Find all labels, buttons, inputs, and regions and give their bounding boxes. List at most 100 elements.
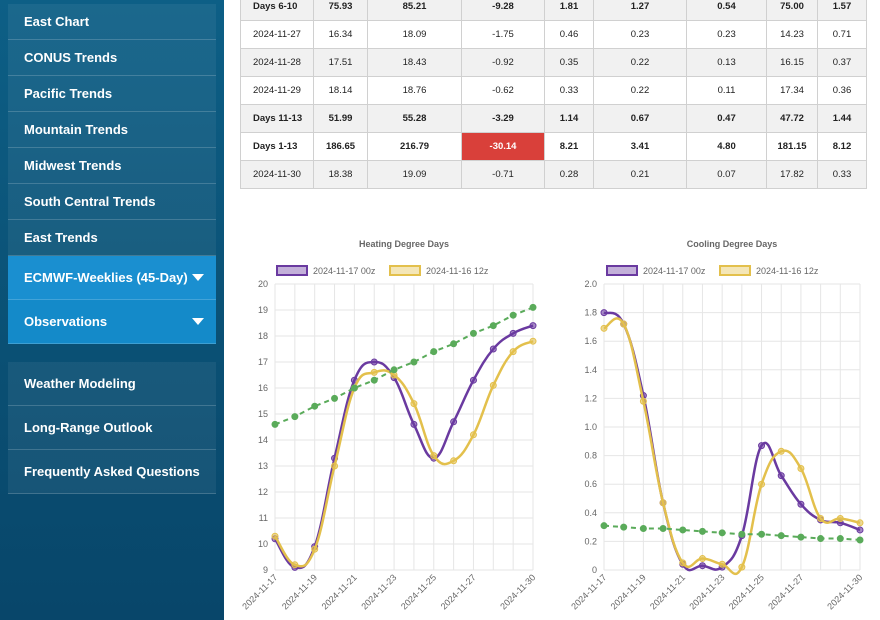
sidebar-item-conus-trends[interactable]: CONUS Trends [8, 40, 216, 76]
data-point [370, 368, 378, 376]
x-tick-label: 2024-11-19 [280, 572, 319, 611]
sidebar-item-label: Midwest Trends [24, 158, 122, 173]
nav-group-resources: Weather Modeling Long-Range Outlook Freq… [8, 362, 216, 494]
y-tick-label: 1.2 [584, 393, 597, 403]
data-point [718, 560, 726, 568]
heating-degree-days-chart: Heating Degree Days 2024-11-17 00z 2024-11… [240, 239, 537, 611]
series-line [603, 317, 861, 575]
table-cell: 0.22 [593, 76, 687, 105]
legend-label: 2024-11-16 12z [756, 266, 819, 276]
sidebar-item-east-chart[interactable]: East Chart [8, 4, 216, 40]
data-point [777, 447, 785, 455]
table-cell: 1.27 [593, 0, 687, 21]
main-content: Days 6-10 75.93 85.21 -9.28 1.81 1.27 0.54 75.0… [224, 0, 880, 620]
sidebar-item-label: Long-Range Outlook [24, 420, 153, 435]
table-cell: 4.80 [686, 132, 767, 161]
data-point [836, 515, 844, 523]
table-cell: -0.62 [461, 76, 545, 105]
data-point [311, 545, 319, 553]
table-cell: -3.29 [461, 104, 545, 133]
data-point [698, 555, 706, 563]
table-cell: 1.81 [544, 0, 594, 21]
table-cell: 8.21 [544, 132, 594, 161]
sidebar-item-observations[interactable]: Observations [8, 300, 216, 344]
data-point [797, 464, 805, 472]
legend-label: 2024-11-17 00z [643, 266, 706, 276]
sidebar-item-weather-modeling[interactable]: Weather Modeling [8, 362, 216, 406]
table-cell: 18.76 [367, 76, 462, 105]
table-cell: 181.15 [766, 132, 818, 161]
data-point [817, 515, 825, 523]
table-cell: 0.71 [817, 20, 867, 49]
sidebar-item-label: Weather Modeling [24, 376, 136, 391]
sidebar-item-east-trends[interactable]: East Trends [8, 220, 216, 256]
x-tick-label: 2024-11-25 [399, 572, 438, 611]
y-tick-label: 2.0 [584, 279, 597, 289]
y-tick-label: 13 [258, 461, 268, 471]
x-tick-label: 2024-11-21 [320, 572, 359, 611]
data-point [350, 384, 358, 392]
table-cell: 0.47 [686, 104, 767, 133]
table-cell: 1.57 [817, 0, 867, 21]
table-cell: 186.65 [313, 132, 368, 161]
data-point [659, 525, 667, 533]
x-tick-label: 2024-11-30 [825, 572, 864, 611]
row-label-cell: 2024-11-30 [240, 160, 314, 189]
sidebar-item-ecmwf-weeklies[interactable]: ECMWF-Weeklies (45-Day) [8, 256, 216, 300]
table-cell: 0.35 [544, 48, 594, 77]
data-point [639, 397, 647, 405]
table-cell: 47.72 [766, 104, 818, 133]
data-point [509, 311, 517, 319]
row-label-cell: Days 6-10 [240, 0, 314, 21]
series-line [603, 524, 861, 541]
table-cell: 0.37 [817, 48, 867, 77]
data-point [469, 376, 477, 384]
sidebar-item-label: ECMWF-Weeklies (45-Day) [24, 270, 188, 285]
table-cell: 19.09 [367, 160, 462, 189]
legend-swatch [606, 265, 638, 276]
data-point [679, 559, 687, 567]
data-point [718, 529, 726, 537]
sidebar-item-label: South Central Trends [24, 194, 156, 209]
data-point [410, 420, 418, 428]
data-point [797, 500, 805, 508]
sidebar-item-pacific-trends[interactable]: Pacific Trends [8, 76, 216, 112]
sidebar-item-label: Pacific Trends [24, 86, 113, 101]
table-cell: 18.38 [313, 160, 368, 189]
table-cell: 0.23 [686, 20, 767, 49]
data-point [738, 563, 746, 571]
data-point [856, 536, 864, 544]
sidebar-item-mountain-trends[interactable]: Mountain Trends [8, 112, 216, 148]
series-line [273, 340, 534, 568]
sidebar-item-midwest-trends[interactable]: Midwest Trends [8, 148, 216, 184]
x-tick-label: 2024-11-27 [766, 572, 805, 611]
sidebar-item-long-range-outlook[interactable]: Long-Range Outlook [8, 406, 216, 450]
data-point [450, 457, 458, 465]
sidebar-item-south-central-trends[interactable]: South Central Trends [8, 184, 216, 220]
data-point [639, 525, 647, 533]
legend-label: 2024-11-16 12z [426, 266, 489, 276]
table-cell: 55.28 [367, 104, 462, 133]
table-cell: 85.21 [367, 0, 462, 21]
data-point [797, 533, 805, 541]
x-tick-label: 2024-11-23 [359, 572, 398, 611]
sidebar-item-label: Observations [24, 314, 108, 329]
table-cell: 0.36 [817, 76, 867, 105]
table-cell: 0.54 [686, 0, 767, 21]
table-cell: 75.93 [313, 0, 368, 21]
sidebar-item-label: Frequently Asked Questions [24, 464, 200, 479]
y-tick-label: 1.4 [584, 365, 597, 375]
y-tick-label: 14 [258, 435, 268, 445]
data-point [430, 348, 438, 356]
table-cell: 17.34 [766, 76, 818, 105]
data-point [620, 320, 628, 328]
data-point [291, 561, 299, 569]
data-point [450, 340, 458, 348]
table-cell: 8.12 [817, 132, 867, 161]
data-point [620, 523, 628, 531]
y-tick-label: 9 [263, 565, 268, 575]
y-tick-label: 11 [259, 513, 268, 523]
sidebar-item-faq[interactable]: Frequently Asked Questions [8, 450, 216, 494]
x-tick-label: 2024-11-25 [727, 572, 766, 611]
y-tick-label: 16 [258, 383, 268, 393]
